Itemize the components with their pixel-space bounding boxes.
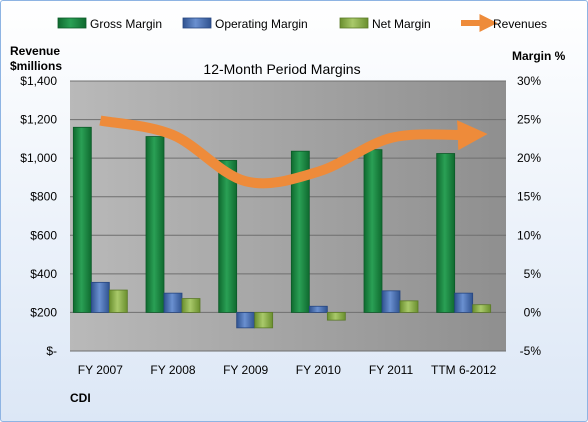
left-axis-title-line2: $millions bbox=[10, 59, 62, 73]
company-label: CDI bbox=[70, 391, 91, 405]
revenue-line-path bbox=[99, 115, 488, 189]
category-label: TTM 6-2012 bbox=[431, 363, 497, 377]
bar-gross-margin bbox=[290, 150, 310, 313]
right-tick-label: 25% bbox=[517, 113, 541, 127]
bar-operating-margin bbox=[381, 290, 401, 313]
bars bbox=[72, 126, 492, 329]
category-labels: FY 2007 FY 2008 FY 2009 FY 2010 FY 2011 TTM 6… bbox=[78, 363, 497, 377]
left-tick-label: $800 bbox=[30, 190, 57, 204]
right-tick-label: 15% bbox=[517, 190, 541, 204]
bar-operating-margin bbox=[163, 292, 183, 313]
bar-net-margin bbox=[108, 289, 128, 313]
bar-net-margin bbox=[326, 312, 346, 321]
bar-net-margin bbox=[399, 300, 419, 313]
legend-label: Gross Margin bbox=[90, 17, 162, 31]
bar-net-margin bbox=[181, 298, 201, 313]
bar-operating-margin bbox=[236, 312, 256, 329]
left-tick-label: $1,400 bbox=[20, 74, 57, 88]
gridlines bbox=[70, 80, 506, 352]
category-label: FY 2008 bbox=[150, 363, 195, 377]
bar-net-margin bbox=[472, 304, 492, 313]
left-tick-label: $1,000 bbox=[20, 151, 57, 165]
category-label: FY 2007 bbox=[78, 363, 123, 377]
bar-operating-margin bbox=[90, 281, 110, 313]
legend-label: Revenues bbox=[493, 17, 547, 31]
right-tick-label: -5% bbox=[520, 344, 542, 358]
right-tick-label: 5% bbox=[524, 267, 542, 281]
left-tick-label: $400 bbox=[30, 267, 57, 281]
bar-operating-margin bbox=[308, 305, 328, 313]
bar-gross-margin bbox=[363, 149, 383, 313]
category-label: FY 2009 bbox=[223, 363, 268, 377]
right-tick-label: 10% bbox=[517, 228, 541, 242]
legend-label: Operating Margin bbox=[215, 17, 308, 31]
left-tick-label: $200 bbox=[30, 305, 57, 319]
bar-gross-margin bbox=[218, 160, 238, 313]
right-tick-label: 30% bbox=[517, 74, 541, 88]
left-tick-label: $600 bbox=[30, 228, 57, 242]
left-axis-ticks: $- $200 $400 $600 $800 $1,000 $1,200 $1,400 bbox=[20, 74, 57, 358]
left-tick-label: $- bbox=[46, 344, 57, 358]
category-label: FY 2011 bbox=[369, 363, 414, 377]
left-tick-label: $1,200 bbox=[20, 113, 57, 127]
right-axis-title: Margin % bbox=[512, 49, 566, 63]
chart-title: 12-Month Period Margins bbox=[203, 61, 360, 77]
right-tick-label: 20% bbox=[517, 151, 541, 165]
legend-swatch bbox=[57, 17, 87, 29]
bar-operating-margin bbox=[454, 292, 474, 313]
legend: Gross Margin Operating Margin Net Margin Re… bbox=[57, 14, 547, 32]
left-axis-title-line1: Revenue bbox=[10, 44, 60, 58]
bar-gross-margin bbox=[145, 136, 165, 313]
bar-net-margin bbox=[254, 312, 274, 329]
bar-gross-margin bbox=[436, 153, 456, 313]
right-axis-ticks: -5% 0% 5% 10% 15% 20% 25% 30% bbox=[517, 74, 541, 358]
legend-swatch bbox=[339, 17, 369, 29]
revenue-line bbox=[99, 115, 488, 189]
category-label: FY 2010 bbox=[296, 363, 341, 377]
right-tick-label: 0% bbox=[524, 305, 542, 319]
legend-label: Net Margin bbox=[372, 17, 431, 31]
legend-swatch bbox=[182, 17, 212, 29]
bar-gross-margin bbox=[72, 126, 92, 313]
